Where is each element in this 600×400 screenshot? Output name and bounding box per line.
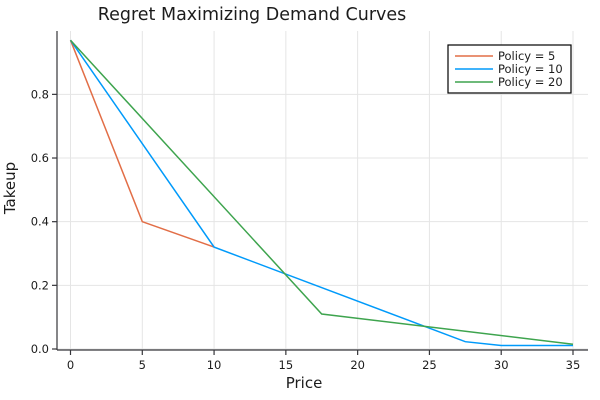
- x-tick-label: 0: [67, 358, 74, 372]
- x-tick-label: 5: [139, 358, 146, 372]
- gridlines: [57, 31, 588, 350]
- chart-title: Regret Maximizing Demand Curves: [98, 5, 407, 25]
- x-tick-label: 35: [566, 358, 581, 372]
- legend-entry: Policy = 10: [455, 62, 563, 76]
- y-axis-label: Takeup: [1, 162, 19, 215]
- x-axis-label: Price: [286, 374, 323, 392]
- y-tick-label: 0.2: [31, 278, 49, 292]
- series-line-policy-10: [69, 39, 573, 347]
- y-tick-label: 0.4: [31, 215, 49, 229]
- x-tick-label: 30: [494, 358, 509, 372]
- series-line-policy-20: [69, 39, 574, 345]
- x-tick-label: 20: [350, 358, 365, 372]
- y-tick-label: 0.0: [31, 342, 49, 356]
- x-tick-label: 15: [279, 358, 294, 372]
- axes: 0 5 10 15 20 25 30 35 0.0 0.2 0.4 0.6 0.8: [31, 31, 588, 372]
- legend-label: Policy = 20: [498, 75, 563, 89]
- legend-entry: Policy = 5: [455, 49, 555, 63]
- y-tick-label: 0.8: [31, 87, 49, 101]
- legend-label: Policy = 10: [498, 62, 563, 76]
- series-lines: [69, 39, 574, 347]
- x-tick-label: 25: [422, 358, 437, 372]
- series-line-policy-5: [69, 39, 215, 248]
- y-tick-label: 0.6: [31, 151, 49, 165]
- x-tick-label: 10: [207, 358, 222, 372]
- legend-label: Policy = 5: [498, 49, 555, 63]
- legend-entry: Policy = 20: [455, 75, 563, 89]
